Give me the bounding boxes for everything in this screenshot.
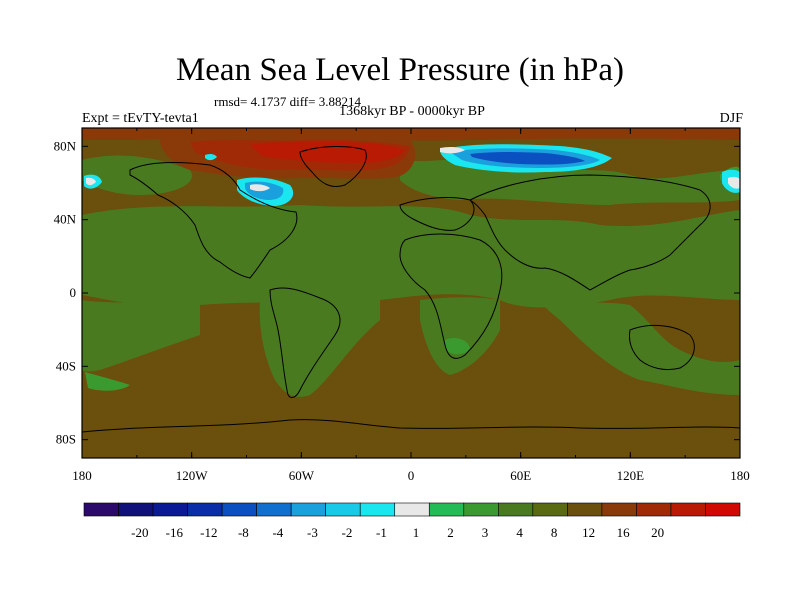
low-pressure-regions bbox=[84, 144, 740, 206]
colorbar-swatch bbox=[428, 502, 465, 517]
colorbar-label: -16 bbox=[166, 525, 184, 540]
colorbar-swatch bbox=[670, 502, 706, 517]
lon-tick-label: 120W bbox=[176, 468, 209, 483]
colorbar-label: 12 bbox=[582, 525, 595, 540]
colorbar-swatch bbox=[463, 502, 499, 517]
colorbar-label: 8 bbox=[551, 525, 558, 540]
figure-title: Mean Sea Level Pressure (in hPa) bbox=[175, 52, 625, 88]
colorbar-swatch bbox=[394, 502, 430, 517]
colorbar-swatch bbox=[83, 502, 119, 517]
lon-tick-label: 0 bbox=[408, 468, 415, 483]
lat-tick-label: 40N bbox=[54, 212, 77, 227]
colorbar-swatch bbox=[601, 502, 637, 517]
colorbar-label: 20 bbox=[651, 525, 664, 540]
lat-tick-label: 80S bbox=[56, 432, 76, 447]
colorbar-label: -1 bbox=[376, 525, 387, 540]
lon-tick-label: 180 bbox=[730, 468, 750, 483]
colorbar-swatch bbox=[532, 502, 568, 517]
colorbar-swatch bbox=[705, 502, 741, 517]
lon-tick-label: 120E bbox=[617, 468, 645, 483]
colorbar-label: 4 bbox=[516, 525, 523, 540]
season-label: DJF bbox=[719, 111, 743, 126]
colorbar-label: -20 bbox=[131, 525, 148, 540]
period-label: 1368kyr BP - 0000kyr BP bbox=[339, 104, 485, 119]
colorbar-swatch bbox=[221, 502, 257, 517]
high-pressure-regions bbox=[82, 128, 740, 179]
colorbar-label: 3 bbox=[482, 525, 489, 540]
colorbar-label: -3 bbox=[307, 525, 318, 540]
colorbar-swatch bbox=[152, 502, 188, 517]
colorbar-label: -4 bbox=[272, 525, 283, 540]
colorbar-swatch bbox=[290, 502, 326, 517]
lat-tick-label: 0 bbox=[70, 285, 77, 300]
colorbar-swatch bbox=[325, 502, 361, 517]
rmsd-stats: rmsd= 4.1737 diff= 3.88214 bbox=[214, 94, 361, 109]
coastlines bbox=[82, 145, 740, 433]
colorbar-label: -12 bbox=[200, 525, 217, 540]
colorbar-swatch bbox=[567, 502, 603, 517]
colorbar-swatch bbox=[636, 502, 672, 517]
colorbar-label: -2 bbox=[342, 525, 353, 540]
colorbar: -20 -16 -12 -8 -4 -3 -2 -1 1 2 3 4 8 12 16 20 bbox=[83, 502, 741, 540]
map-axes: 80N 40N 0 40S 80S 180 120W 60W 0 60E 120E 180 bbox=[54, 128, 750, 483]
colorbar-label: 2 bbox=[447, 525, 454, 540]
colorbar-label: 16 bbox=[617, 525, 631, 540]
colorbar-swatch bbox=[498, 502, 534, 517]
colorbar-swatch bbox=[359, 502, 396, 517]
lon-tick-label: 60E bbox=[510, 468, 531, 483]
lat-tick-label: 80N bbox=[54, 138, 77, 153]
experiment-label: Expt = tEvTY-tevta1 bbox=[82, 111, 199, 126]
colorbar-swatch bbox=[187, 502, 223, 517]
colorbar-label: -8 bbox=[238, 525, 249, 540]
lat-tick-label: 40S bbox=[56, 358, 76, 373]
lon-tick-label: 180 bbox=[72, 468, 92, 483]
colorbar-label: 1 bbox=[413, 525, 420, 540]
lon-tick-label: 60W bbox=[289, 468, 315, 483]
colorbar-swatch bbox=[256, 502, 292, 517]
map-field bbox=[82, 128, 740, 458]
colorbar-swatch bbox=[118, 502, 154, 517]
